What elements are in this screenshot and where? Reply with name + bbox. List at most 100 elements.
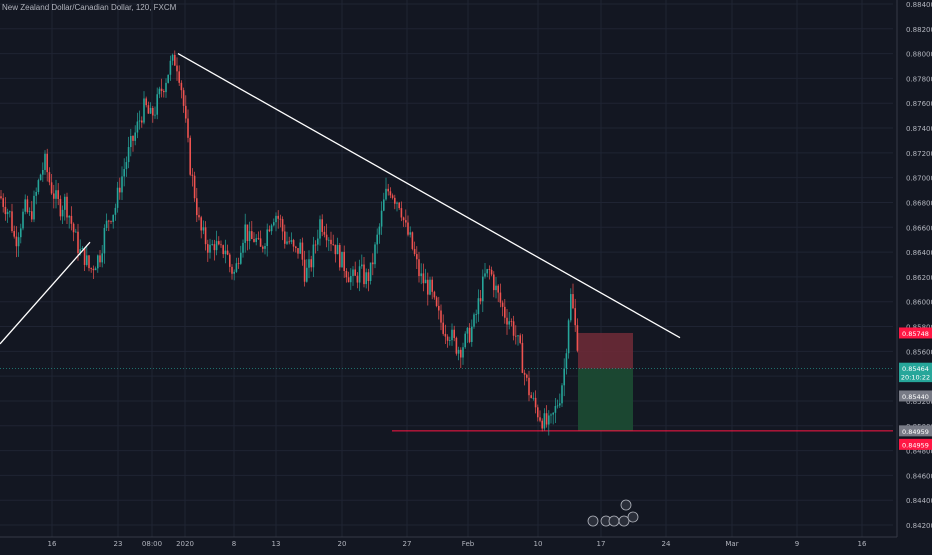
candle-body <box>556 405 559 407</box>
candle-body <box>411 232 414 249</box>
x-tick-label: 16 <box>858 540 867 548</box>
candle-body <box>97 255 99 269</box>
candle-body <box>455 337 458 354</box>
candle-body <box>185 105 187 119</box>
candle-body <box>141 120 143 123</box>
candle-body <box>574 308 576 326</box>
candle-body <box>33 195 35 220</box>
candle-body <box>103 228 106 254</box>
candle-body <box>235 263 238 272</box>
candle-body <box>464 333 466 348</box>
candle-body <box>391 195 394 198</box>
candle-body <box>121 176 123 193</box>
candle-body <box>471 326 473 342</box>
candle-body <box>543 413 546 429</box>
candle-body <box>215 241 218 251</box>
candle-body <box>292 240 295 247</box>
candle-body <box>253 238 255 242</box>
candle-body <box>521 342 524 373</box>
candle-body <box>248 231 251 242</box>
candle-body <box>246 224 249 242</box>
candle-body <box>147 105 150 114</box>
candle-body <box>268 229 271 232</box>
candle-body <box>81 247 84 250</box>
candle-body <box>158 88 161 95</box>
candle-body <box>534 397 537 408</box>
candle-body <box>369 262 372 281</box>
x-tick-label: 27 <box>403 540 412 548</box>
candle-body <box>325 234 328 241</box>
candle-body <box>88 255 90 269</box>
candle-body <box>548 415 550 425</box>
event-icon <box>618 515 630 527</box>
candle-body <box>138 120 141 122</box>
candle-body <box>321 219 323 232</box>
candle-body <box>167 74 169 83</box>
price-tag-label: 0.85748 <box>902 330 929 338</box>
candle-body <box>475 314 477 315</box>
candle-body <box>264 246 266 249</box>
candle-body <box>519 335 521 343</box>
candle-body <box>191 174 194 176</box>
candle-body <box>152 107 154 116</box>
candle-body <box>86 255 88 265</box>
candle-body <box>116 187 119 208</box>
candle-body <box>259 238 262 247</box>
candle-body <box>59 198 62 217</box>
candle-body <box>114 207 117 215</box>
candle-body <box>193 175 196 199</box>
candle-body <box>266 229 268 247</box>
candle-body <box>565 353 568 369</box>
candle-body <box>61 209 64 217</box>
candle-body <box>143 98 145 123</box>
candle-body <box>31 211 33 220</box>
candle-body <box>319 219 321 239</box>
candle-body <box>66 196 68 218</box>
x-tick-label: 23 <box>114 540 123 548</box>
candle-body <box>420 273 422 277</box>
candle-body <box>145 98 147 106</box>
candle-body <box>374 244 376 265</box>
candle-body <box>339 245 341 268</box>
candle-body <box>572 294 574 309</box>
candle-body <box>64 196 66 210</box>
candle-body <box>567 320 570 354</box>
candle-body <box>570 294 572 321</box>
candle-body <box>435 297 438 306</box>
candle-body <box>526 374 528 378</box>
candle-body <box>37 180 40 192</box>
candle-body <box>240 252 242 264</box>
price-tag <box>899 371 932 383</box>
candle-body <box>457 349 460 354</box>
candle-body <box>127 147 130 163</box>
candle-body <box>477 298 480 315</box>
price-tag-label: 0.85440 <box>902 393 929 401</box>
candle-body <box>90 268 92 269</box>
candle-body <box>466 327 469 334</box>
candle-body <box>537 407 539 418</box>
candle-body <box>552 412 554 415</box>
candle-body <box>363 264 365 285</box>
candle-body <box>512 321 515 336</box>
candle-body <box>244 224 246 243</box>
candle-body <box>398 202 400 209</box>
candle-body <box>174 54 176 66</box>
candle-body <box>226 250 229 255</box>
candle-body <box>361 264 363 267</box>
price-tag <box>899 425 932 437</box>
candle-body <box>110 221 112 223</box>
candle-body <box>286 241 288 244</box>
candle-body <box>57 190 59 199</box>
candle-body <box>506 317 508 325</box>
candle-body <box>176 65 178 72</box>
candle-body <box>156 94 158 115</box>
candle-body <box>405 220 407 223</box>
